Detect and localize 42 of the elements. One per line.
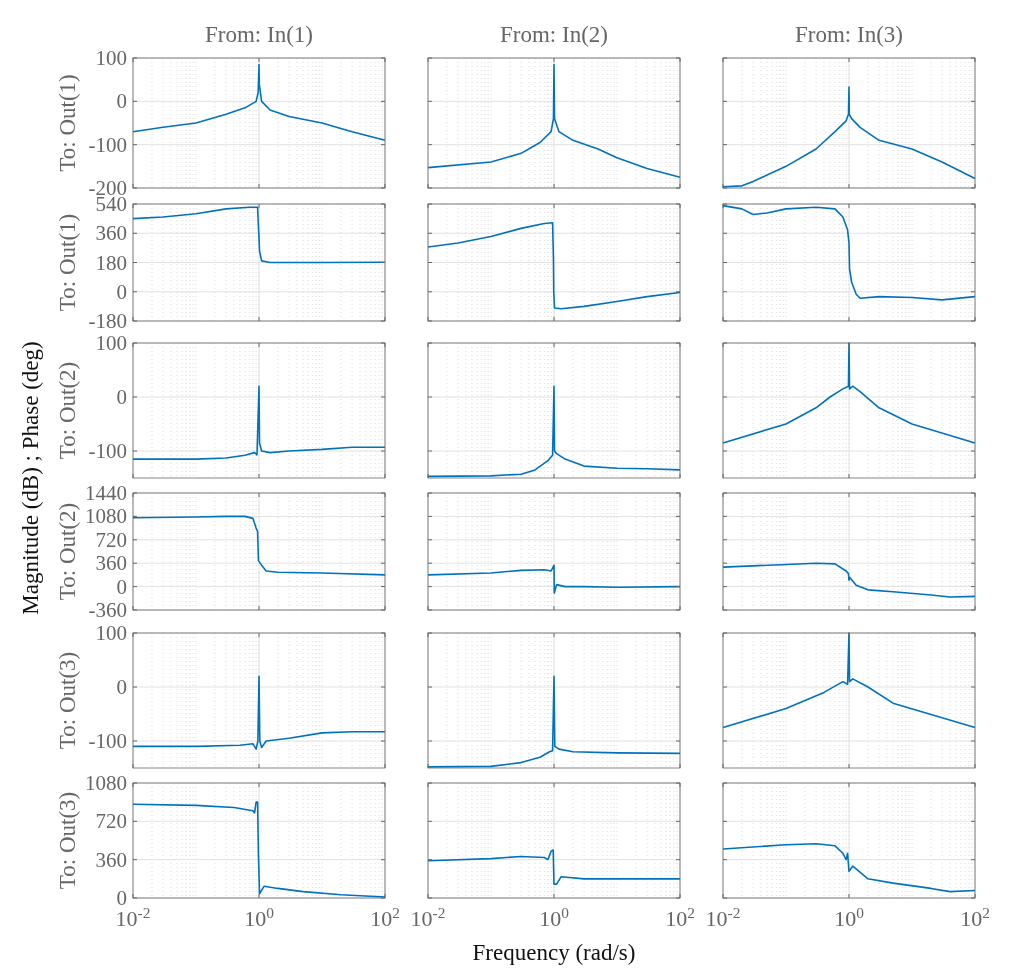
x-tick-label: 10$^{2}$ (665, 903, 695, 931)
y-tick-label: -180 (88, 309, 127, 333)
y-axis-title: To: Out(2) (55, 502, 80, 601)
y-tick-label: 720 (95, 527, 127, 552)
x-tick-label: 10$^{-2}$ (705, 903, 741, 931)
y-tick-label: 360 (95, 551, 127, 576)
y-tick-label: 180 (95, 250, 127, 275)
y-tick-label: -100 (88, 729, 127, 753)
chart-title: From: In(1) (205, 22, 313, 47)
y-tick-label: -100 (88, 439, 127, 463)
x-axis-title: Frequency (rad/s) (472, 940, 636, 965)
x-tick-label: 10$^{0}$ (244, 903, 275, 931)
y-tick-label: 720 (95, 809, 127, 834)
y-tick-label: 360 (95, 221, 127, 246)
y-tick-label: 0 (116, 675, 127, 699)
y-axis-title: To: Out(1) (55, 213, 80, 312)
y-tick-label: 100 (95, 331, 127, 355)
y-tick-label: -100 (88, 132, 127, 157)
y-axis-title: To: Out(1) (55, 74, 80, 172)
y-tick-label: 1080 (85, 771, 127, 795)
text: Magnitude (dB) ; Phase (deg) (18, 341, 43, 615)
x-tick-label: 10$^{0}$ (539, 903, 570, 931)
y-axis-title: To: Out(3) (55, 791, 80, 890)
chart-title: From: In(3) (795, 22, 903, 47)
y-tick-label: 0 (116, 89, 127, 114)
x-tick-label: 10$^{0}$ (834, 903, 865, 931)
y-tick-label: -360 (88, 598, 127, 622)
y-axis-title: To: Out(2) (55, 361, 80, 460)
y-tick-label: 0 (116, 886, 127, 910)
y-tick-label: 360 (95, 847, 127, 872)
x-tick-label: 10$^{-2}$ (410, 903, 446, 931)
y-axis-title: To: Out(3) (55, 651, 80, 750)
y-tick-label: 1080 (85, 504, 127, 529)
y-tick-label: 0 (116, 574, 127, 599)
chart-title: From: In(2) (500, 22, 608, 47)
y-tick-label: 100 (95, 46, 127, 70)
y-tick-label: 1440 (85, 481, 127, 505)
y-tick-label: 0 (116, 385, 127, 409)
x-tick-label: 10$^{2}$ (960, 903, 990, 931)
x-tick-label: 10$^{2}$ (370, 903, 400, 931)
y-tick-label: 100 (95, 621, 127, 645)
y-tick-label: 0 (116, 279, 127, 304)
